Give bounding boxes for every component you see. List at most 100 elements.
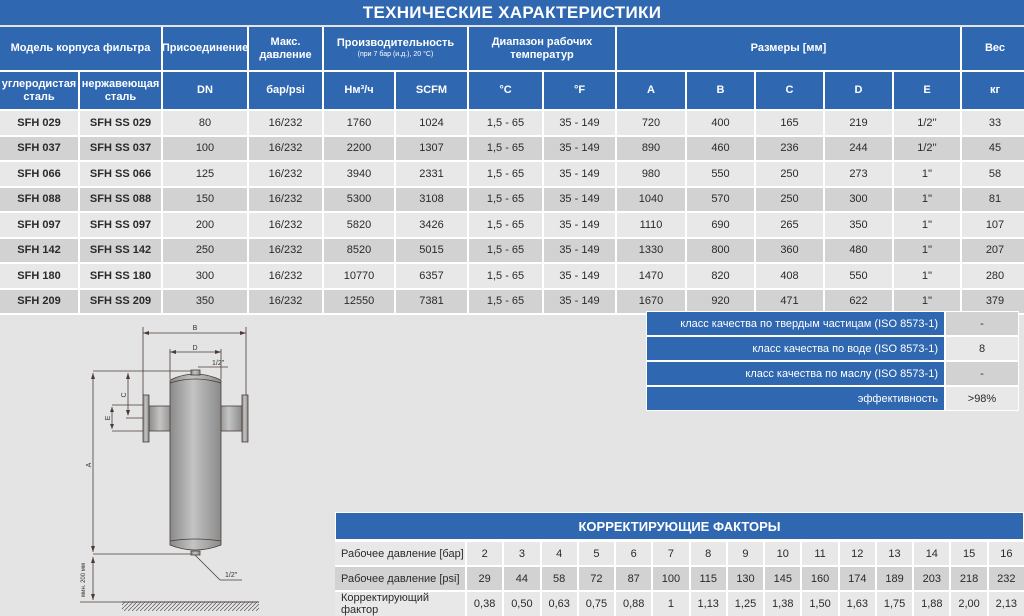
correction-value: 5 — [578, 542, 615, 565]
correction-value: 0,38 — [467, 592, 503, 616]
vessel-body — [142, 369, 249, 556]
table-cell: 1760 — [324, 111, 394, 135]
subheader-cell: A — [617, 72, 685, 109]
model-cell: SFH SS 097 — [80, 213, 161, 237]
model-cell: SFH SS 209 — [80, 289, 161, 313]
table-cell: 1'' — [894, 238, 960, 262]
table-cell: 35 - 149 — [544, 289, 615, 313]
table-cell: 379 — [962, 289, 1024, 313]
table-cell: 1'' — [894, 264, 960, 288]
table-cell: 8520 — [324, 238, 394, 262]
table-cell: 3108 — [396, 187, 467, 211]
page-title: ТЕХНИЧЕСКИЕ ХАРАКТЕРИСТИКИ — [0, 0, 1024, 25]
dim-a-label: A — [86, 462, 93, 467]
correction-value: 10 — [765, 542, 801, 565]
table-cell: 250 — [756, 187, 823, 211]
table-cell: 1,5 - 65 — [469, 238, 542, 262]
correction-value: 0,50 — [504, 592, 540, 616]
table-cell: 5015 — [396, 238, 467, 262]
table-cell: 200 — [163, 213, 247, 237]
table-cell: 1,5 - 65 — [469, 187, 542, 211]
table-cell: 400 — [687, 111, 754, 135]
table-cell: 150 — [163, 187, 247, 211]
correction-value: 1,88 — [914, 592, 950, 616]
dim-c-label: C — [121, 392, 128, 397]
correction-value: 8 — [690, 542, 726, 565]
table-cell: 16/232 — [249, 187, 322, 211]
floor-hatch — [122, 602, 259, 611]
table-cell: 7381 — [396, 289, 467, 313]
correction-value: 174 — [839, 567, 875, 590]
correction-value: 4 — [541, 542, 577, 565]
model-cell: SFH 066 — [0, 162, 78, 186]
correction-value: 1,13 — [690, 592, 726, 616]
table-cell: 1307 — [396, 136, 467, 160]
correction-value: 7 — [653, 542, 689, 565]
correction-value: 15 — [951, 542, 987, 565]
correction-value: 1,38 — [765, 592, 801, 616]
table-cell: 1,5 - 65 — [469, 111, 542, 135]
model-cell: SFH SS 088 — [80, 187, 161, 211]
correction-value: 0,63 — [541, 592, 577, 616]
subheader-cell: SCFM — [396, 72, 467, 109]
table-cell: 2331 — [396, 162, 467, 186]
table-cell: 1,5 - 65 — [469, 136, 542, 160]
correction-value: 145 — [765, 567, 801, 590]
header-connection: Присоединение — [162, 27, 248, 70]
model-cell: SFH 142 — [0, 238, 78, 262]
correction-value: 29 — [467, 567, 503, 590]
subheader-cell: B — [687, 72, 754, 109]
correction-value: 0,75 — [578, 592, 615, 616]
table-cell: 16/232 — [249, 289, 322, 313]
correction-value: 2,00 — [951, 592, 987, 616]
header-weight: Вес — [962, 27, 1024, 70]
correction-value: 87 — [616, 567, 652, 590]
table-cell: 980 — [617, 162, 685, 186]
table-cell: 3940 — [324, 162, 394, 186]
table-cell: 1,5 - 65 — [469, 213, 542, 237]
table-cell: 35 - 149 — [544, 111, 615, 135]
table-cell: 1'' — [894, 289, 960, 313]
header-temp-range: Диапазон рабочих температур — [469, 27, 615, 70]
table-cell: 1670 — [617, 289, 685, 313]
correction-value: 16 — [988, 542, 1024, 565]
subheader-cell: °C — [469, 72, 542, 109]
subheader-cell: E — [894, 72, 960, 109]
correction-value: 1,50 — [802, 592, 838, 616]
table-cell: 35 - 149 — [544, 187, 615, 211]
table-cell: 622 — [825, 289, 892, 313]
table-cell: 219 — [825, 111, 892, 135]
top-port-label: 1/2" — [212, 360, 225, 367]
correction-value: 9 — [727, 542, 764, 565]
table-cell: 236 — [756, 136, 823, 160]
capacity-note: (при 7 бар (и.д.), 20 °C) — [357, 51, 434, 58]
correction-value: 6 — [616, 542, 652, 565]
model-cell: SFH SS 180 — [80, 264, 161, 288]
table-cell: 1024 — [396, 111, 467, 135]
table-cell: 35 - 149 — [544, 136, 615, 160]
subheader-cell: Нм³/ч — [324, 72, 394, 109]
table-cell: 100 — [163, 136, 247, 160]
quality-table: класс качества по твердым частицам (ISO … — [646, 311, 1019, 411]
correction-value: 1,63 — [839, 592, 875, 616]
subheader-cell: °F — [544, 72, 615, 109]
table-cell: 1'' — [894, 187, 960, 211]
table-cell: 1'' — [894, 213, 960, 237]
table-cell: 1470 — [617, 264, 685, 288]
table-cell: 1110 — [617, 213, 685, 237]
correction-value: 232 — [988, 567, 1024, 590]
table-cell: 35 - 149 — [544, 162, 615, 186]
dim-d-label: D — [192, 345, 197, 352]
correction-value: 189 — [876, 567, 913, 590]
quality-value: - — [946, 312, 1018, 335]
table-cell: 480 — [825, 238, 892, 262]
model-cell: SFH 037 — [0, 136, 78, 160]
table-cell: 265 — [756, 213, 823, 237]
table-cell: 720 — [617, 111, 685, 135]
table-cell: 1040 — [617, 187, 685, 211]
table-cell: 165 — [756, 111, 823, 135]
model-cell: SFH 088 — [0, 187, 78, 211]
table-cell: 250 — [163, 238, 247, 262]
table-cell: 16/232 — [249, 136, 322, 160]
table-cell: 16/232 — [249, 111, 322, 135]
